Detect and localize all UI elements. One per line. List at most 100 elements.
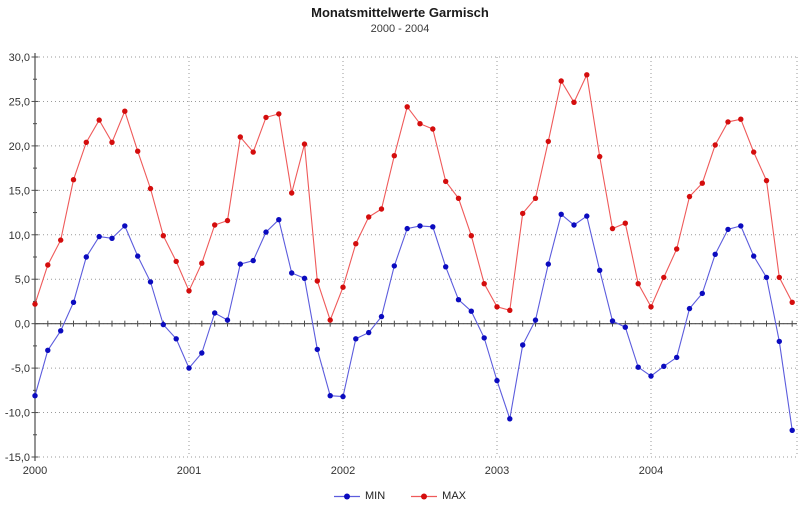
x-axis-tick-label: 2003 [485,465,509,477]
data-point-min [545,261,551,267]
data-point-max [237,134,243,140]
data-point-max [404,104,410,110]
data-point-max [751,149,757,155]
data-point-min [83,254,90,260]
data-point-max [83,139,90,145]
data-point-min [597,267,603,273]
data-point-max [122,108,128,114]
data-point-max [520,210,526,217]
data-point-max [635,281,641,287]
data-point-max [186,288,192,294]
data-point-min [391,263,397,269]
data-point-min [443,264,449,270]
data-point-min [32,393,38,399]
data-point-max [314,278,320,284]
data-point-min [199,350,205,356]
y-axis-tick-label: 0,0 [15,319,30,331]
chart-legend: MIN MAX [0,490,800,502]
data-point-min [160,321,166,328]
data-point-min [276,217,282,223]
data-point-min [186,365,192,371]
data-point-min [122,223,128,229]
data-point-min [751,253,757,259]
data-point-min [417,223,423,229]
data-point-max [301,141,308,147]
data-point-max [597,153,603,160]
y-axis-tick-label: -15,0 [5,452,30,464]
data-point-min [635,364,641,370]
x-axis-tick-label: 2001 [177,465,201,477]
data-point-min [468,308,474,314]
series-min-line [34,213,793,431]
data-point-min [481,335,487,341]
data-point-min [520,342,526,348]
y-axis-tick-label: 10,0 [9,230,30,242]
data-point-min [45,347,51,353]
data-point-min [173,336,179,342]
data-point-min [455,297,462,303]
data-point-max [468,233,474,239]
data-point-max [558,78,564,84]
data-point-max [584,72,590,78]
data-point-max [661,274,667,281]
data-point-min [712,251,718,257]
data-point-max [738,116,744,122]
data-point-min [507,416,513,422]
data-point-min [725,226,731,233]
data-point-min [96,233,102,240]
data-point-max [173,258,179,265]
data-point-max [212,222,218,228]
data-point-min [686,305,693,312]
data-point-max [674,246,680,252]
data-point-max [417,121,423,127]
data-point-max [789,299,795,305]
data-point-max [455,195,462,201]
data-point-min [314,346,320,353]
data-point-max [648,304,654,310]
data-point-min [224,317,231,323]
data-point-max [147,185,154,192]
data-point-max [263,114,269,121]
data-point-max [109,139,115,145]
data-point-max [622,220,628,226]
data-point-min [404,225,410,232]
data-point-max [443,178,449,185]
min-series-marker-icon [333,493,360,499]
data-point-max [763,177,770,184]
y-axis-tick-label: 25,0 [9,96,30,108]
data-point-max [725,119,731,125]
data-point-max [276,111,282,117]
data-point-max [391,153,397,159]
data-point-min [301,275,308,281]
data-point-min [622,324,628,330]
data-point-min [58,328,64,334]
data-point-min [109,235,115,241]
data-point-min [776,338,782,345]
legend-label-min: MIN [364,490,386,502]
data-point-max [571,99,577,106]
data-point-min [699,290,705,297]
x-axis-tick-label: 2000 [23,465,47,477]
chart-title: Monatsmittelwerte Garmisch [311,5,489,20]
data-point-max [250,149,256,155]
data-point-min [135,253,141,259]
data-point-max [481,281,487,287]
data-point-max [32,301,38,307]
legend-item-min: MIN [333,490,386,502]
legend-label-max: MAX [442,490,466,502]
data-point-max [160,233,166,239]
data-point-min [674,354,680,361]
data-point-min [609,318,616,324]
data-point-max [289,190,295,196]
data-point-max [327,317,333,323]
data-point-max [545,138,551,145]
data-point-min [263,229,269,235]
data-point-min [353,336,359,342]
data-point-max [378,206,385,212]
y-axis-tick-label: 15,0 [9,185,30,197]
data-point-max [609,225,616,232]
x-axis-tick-label: 2004 [639,465,663,477]
data-point-min [738,223,744,229]
data-point-max [70,177,77,183]
data-point-max [353,241,359,247]
